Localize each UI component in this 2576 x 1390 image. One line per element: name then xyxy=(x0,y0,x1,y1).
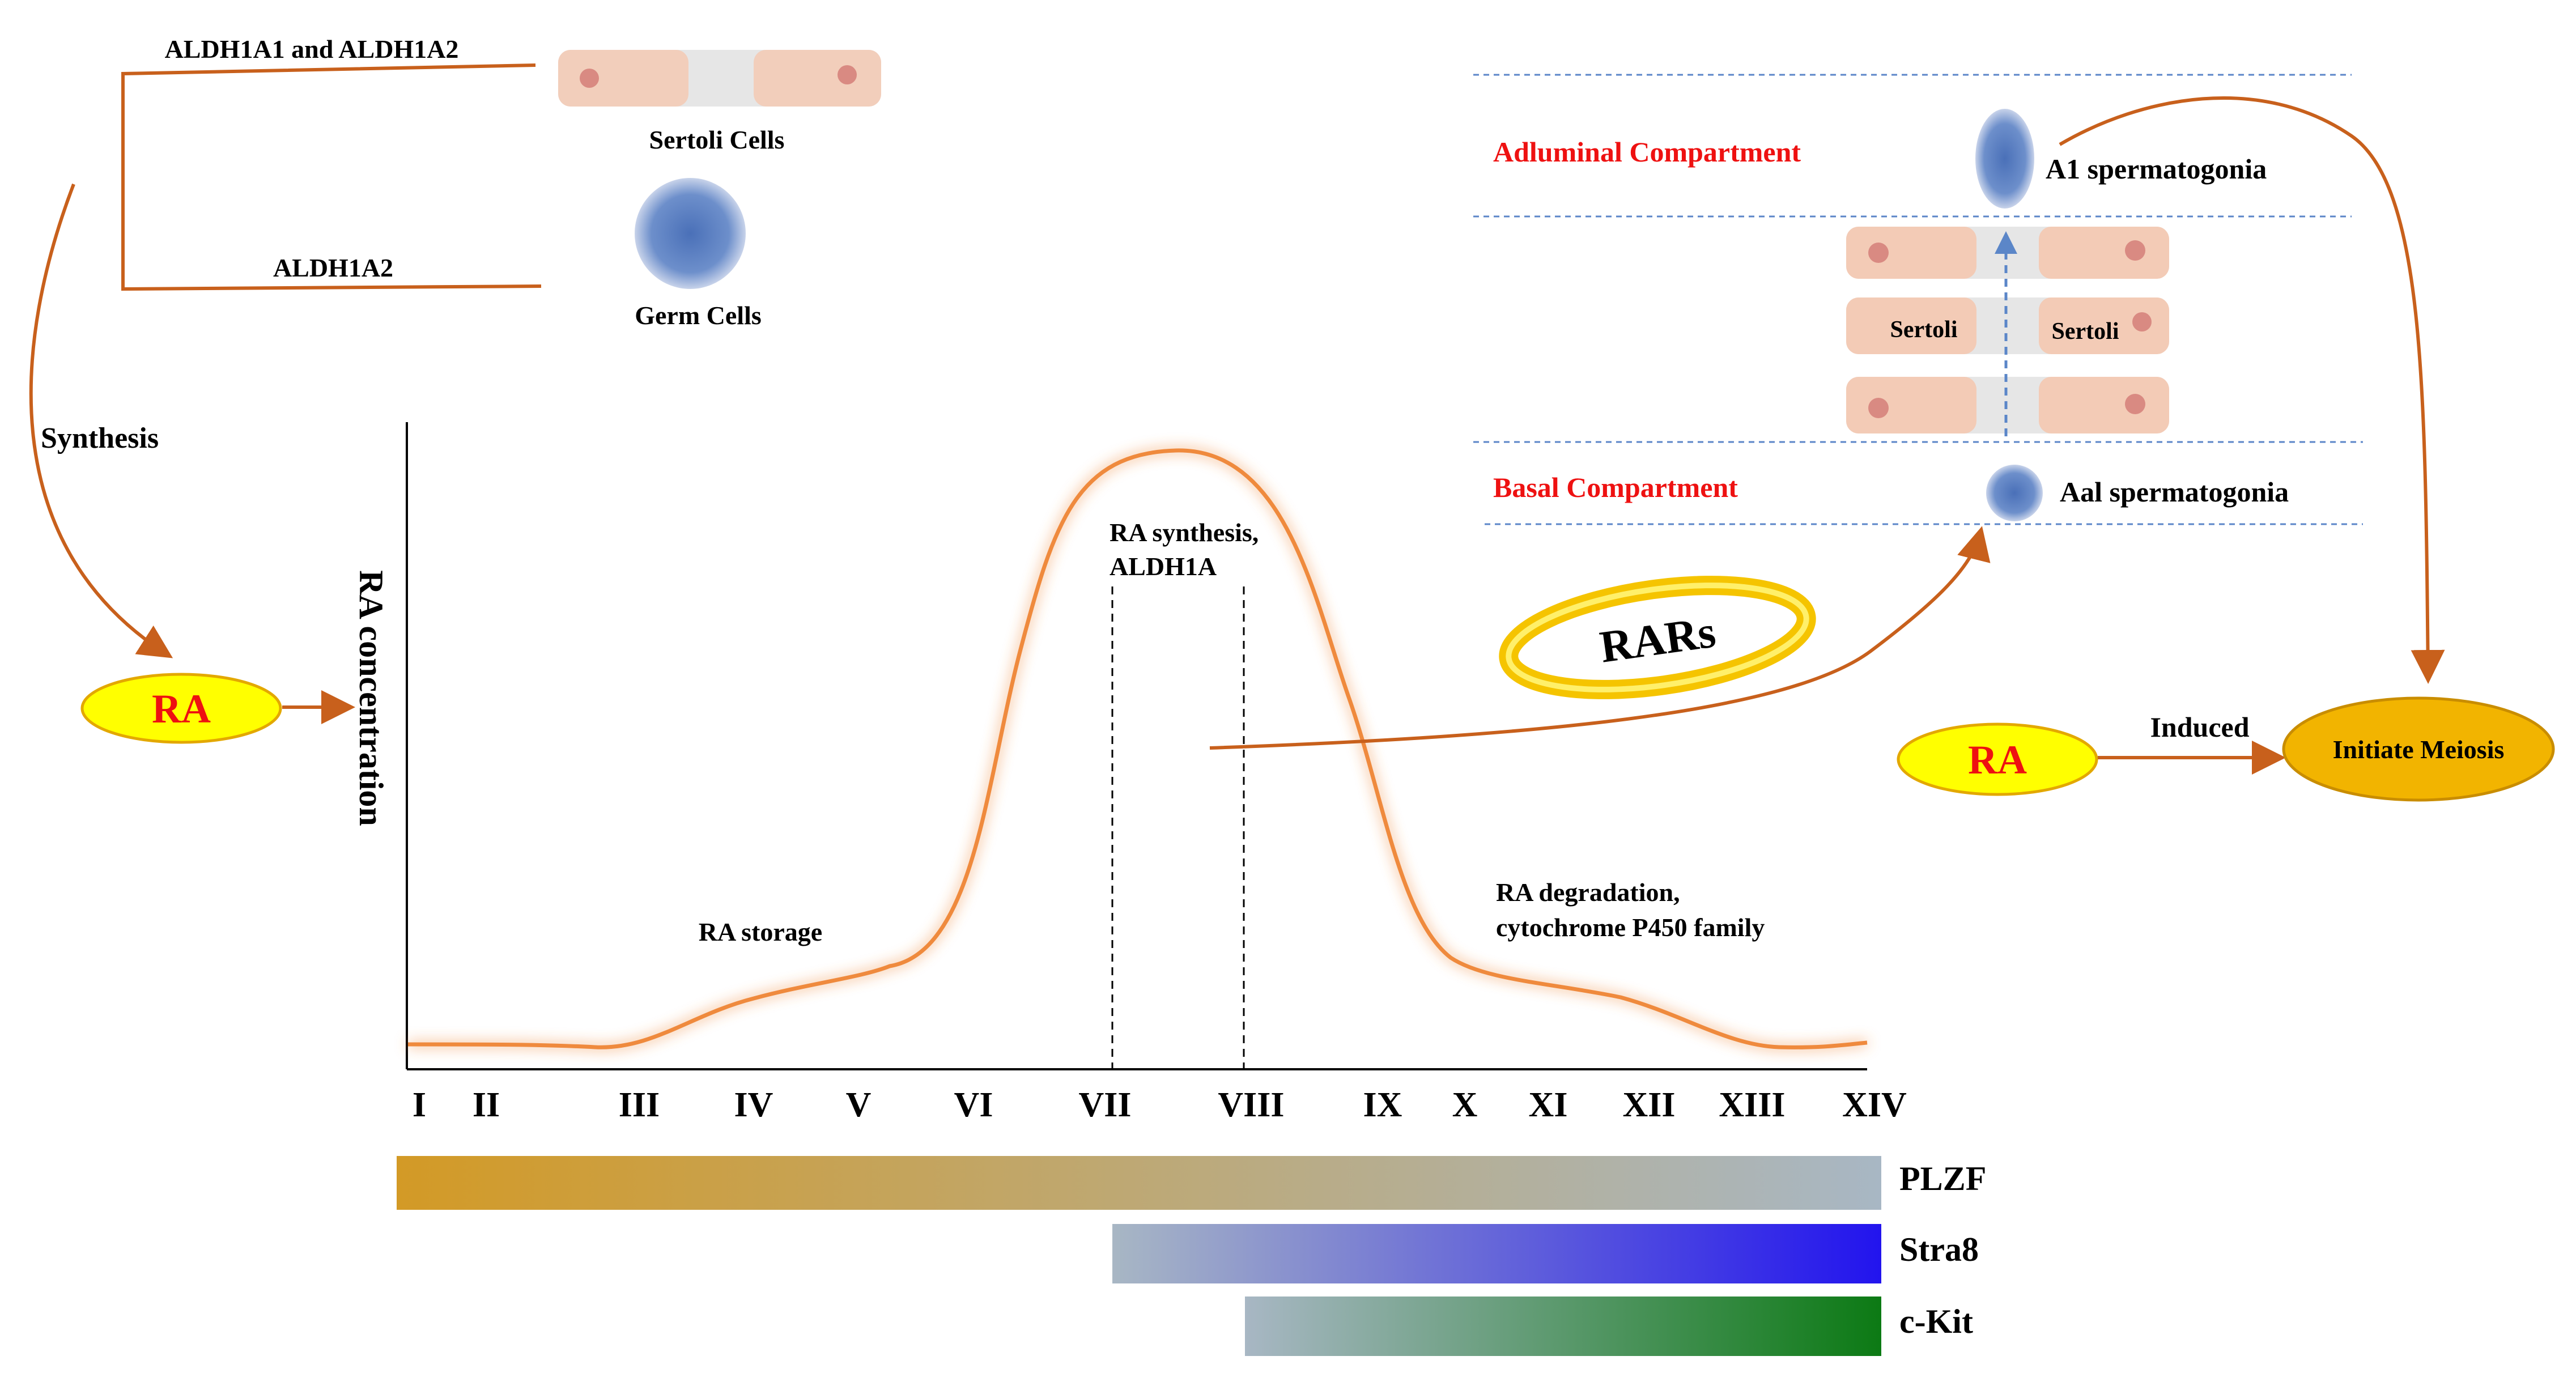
ra-concentration-chart: RA concentration RA synthesis, ALDH1A RA… xyxy=(352,422,1907,1124)
ra-synthesis-label-line1: RA synthesis, xyxy=(1110,518,1259,547)
stage-label-i: I xyxy=(413,1086,426,1124)
plzf-bar xyxy=(397,1156,1881,1210)
ra-right-label: RA xyxy=(1968,737,2027,783)
stage-label-xii: XII xyxy=(1622,1086,1675,1124)
rars-ring xyxy=(1499,576,1816,699)
ra-right-ellipse xyxy=(1897,722,2098,796)
basal-compartment-label: Basal Compartment xyxy=(1493,471,1738,503)
adluminal-compartment-label: Adluminal Compartment xyxy=(1493,136,1801,168)
rars-arrow xyxy=(1209,526,1991,750)
stage-label-iii: III xyxy=(619,1086,660,1124)
ra-degradation-label-line1: RA degradation, xyxy=(1496,878,1680,907)
stage-label-x: X xyxy=(1452,1086,1478,1124)
sertoli-cells-illustration xyxy=(558,50,881,107)
stage-label-ix: IX xyxy=(1363,1086,1402,1124)
aal-spermatogonia-cell xyxy=(1986,465,2043,521)
stage-label-xiii: XIII xyxy=(1719,1086,1785,1124)
stage-label-vii: VII xyxy=(1078,1086,1131,1124)
rars-label: RARs xyxy=(1597,607,1719,673)
compartment-lines xyxy=(1473,74,2363,525)
gene-expression-bars: PLZF Stra8 c-Kit xyxy=(397,1156,1986,1356)
stage-label-vi: VI xyxy=(954,1086,993,1124)
synthesis-arrow xyxy=(29,183,173,658)
sertoli-left-label: Sertoli xyxy=(1890,317,1958,343)
ra-concentration-curve xyxy=(407,448,1868,1049)
ckit-label: c-Kit xyxy=(1899,1303,1973,1340)
stage-label-v: V xyxy=(846,1086,872,1124)
ra-left-ellipse xyxy=(80,673,282,744)
ra-left-label: RA xyxy=(152,686,211,732)
enzyme-source-bracket xyxy=(121,63,542,291)
aldh1a1-aldh1a2-label: ALDH1A1 and ALDH1A2 xyxy=(165,35,459,63)
stage-label-iv: IV xyxy=(734,1086,773,1124)
a1-spermatogonia-cell xyxy=(1975,109,2034,209)
y-axis-label: RA concentration xyxy=(352,570,390,826)
germ-cell-illustration xyxy=(635,178,746,289)
germ-cells-label: Germ Cells xyxy=(635,301,762,330)
ra-synthesis-label-line2: ALDH1A xyxy=(1110,552,1217,581)
ra-storage-label: RA storage xyxy=(699,917,822,946)
induced-label: Induced xyxy=(2150,711,2249,743)
sertoli-cell-stack xyxy=(1846,227,2169,433)
ra-degradation-label-line2: cytochrome P450 family xyxy=(1496,913,1765,942)
stage-tick-labels: I II III IV V VI VII VIII IX X XI XII XIII XIV xyxy=(413,1086,1907,1124)
plzf-label: PLZF xyxy=(1899,1160,1986,1197)
stage-label-ii: II xyxy=(473,1086,500,1124)
sertoli-cells-label: Sertoli Cells xyxy=(649,125,785,154)
initiate-meiosis-ellipse xyxy=(2282,696,2555,802)
initiate-meiosis-label: Initiate Meiosis xyxy=(2333,735,2505,764)
stage-label-viii: VIII xyxy=(1218,1086,1284,1124)
stage-label-xiv: XIV xyxy=(1842,1086,1907,1124)
stra8-label: Stra8 xyxy=(1899,1231,1979,1268)
ckit-bar xyxy=(1245,1297,1881,1356)
aal-spermatogonia-label: Aal spermatogonia xyxy=(2060,476,2289,508)
sertoli-right-label: Sertoli xyxy=(2052,318,2119,345)
synthesis-label: Synthesis xyxy=(41,422,159,454)
stra8-bar xyxy=(1112,1224,1881,1283)
a1-spermatogonia-label: A1 spermatogonia xyxy=(2046,153,2267,185)
aldh1a2-label: ALDH1A2 xyxy=(273,253,393,282)
a1-to-meiosis-arrow xyxy=(2059,96,2445,684)
stage-label-xi: XI xyxy=(1529,1086,1568,1124)
